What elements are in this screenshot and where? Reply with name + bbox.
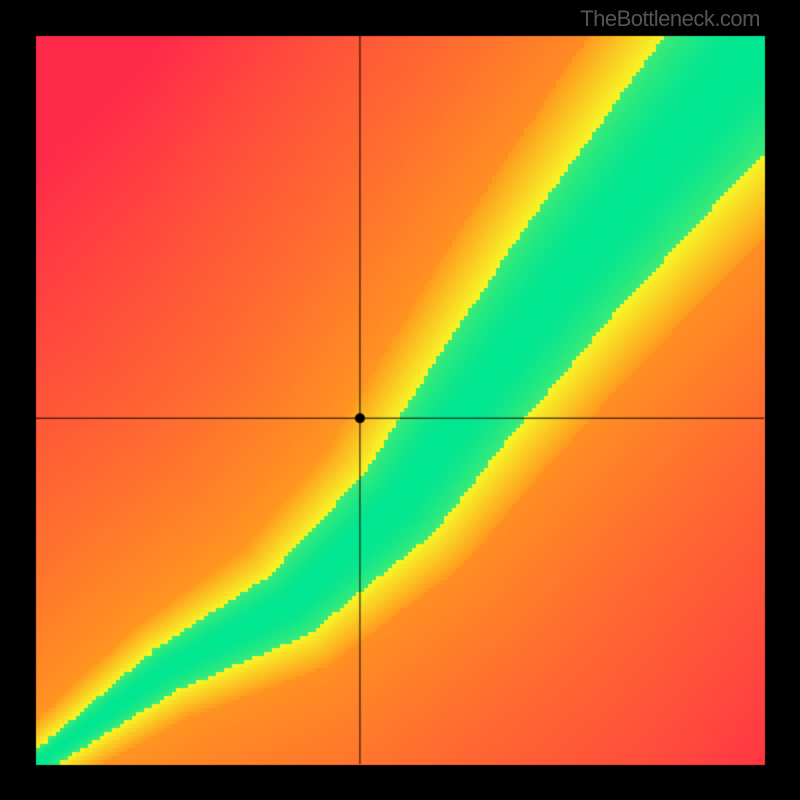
watermark-text: TheBottleneck.com	[580, 6, 760, 32]
bottleneck-heatmap	[0, 0, 800, 800]
